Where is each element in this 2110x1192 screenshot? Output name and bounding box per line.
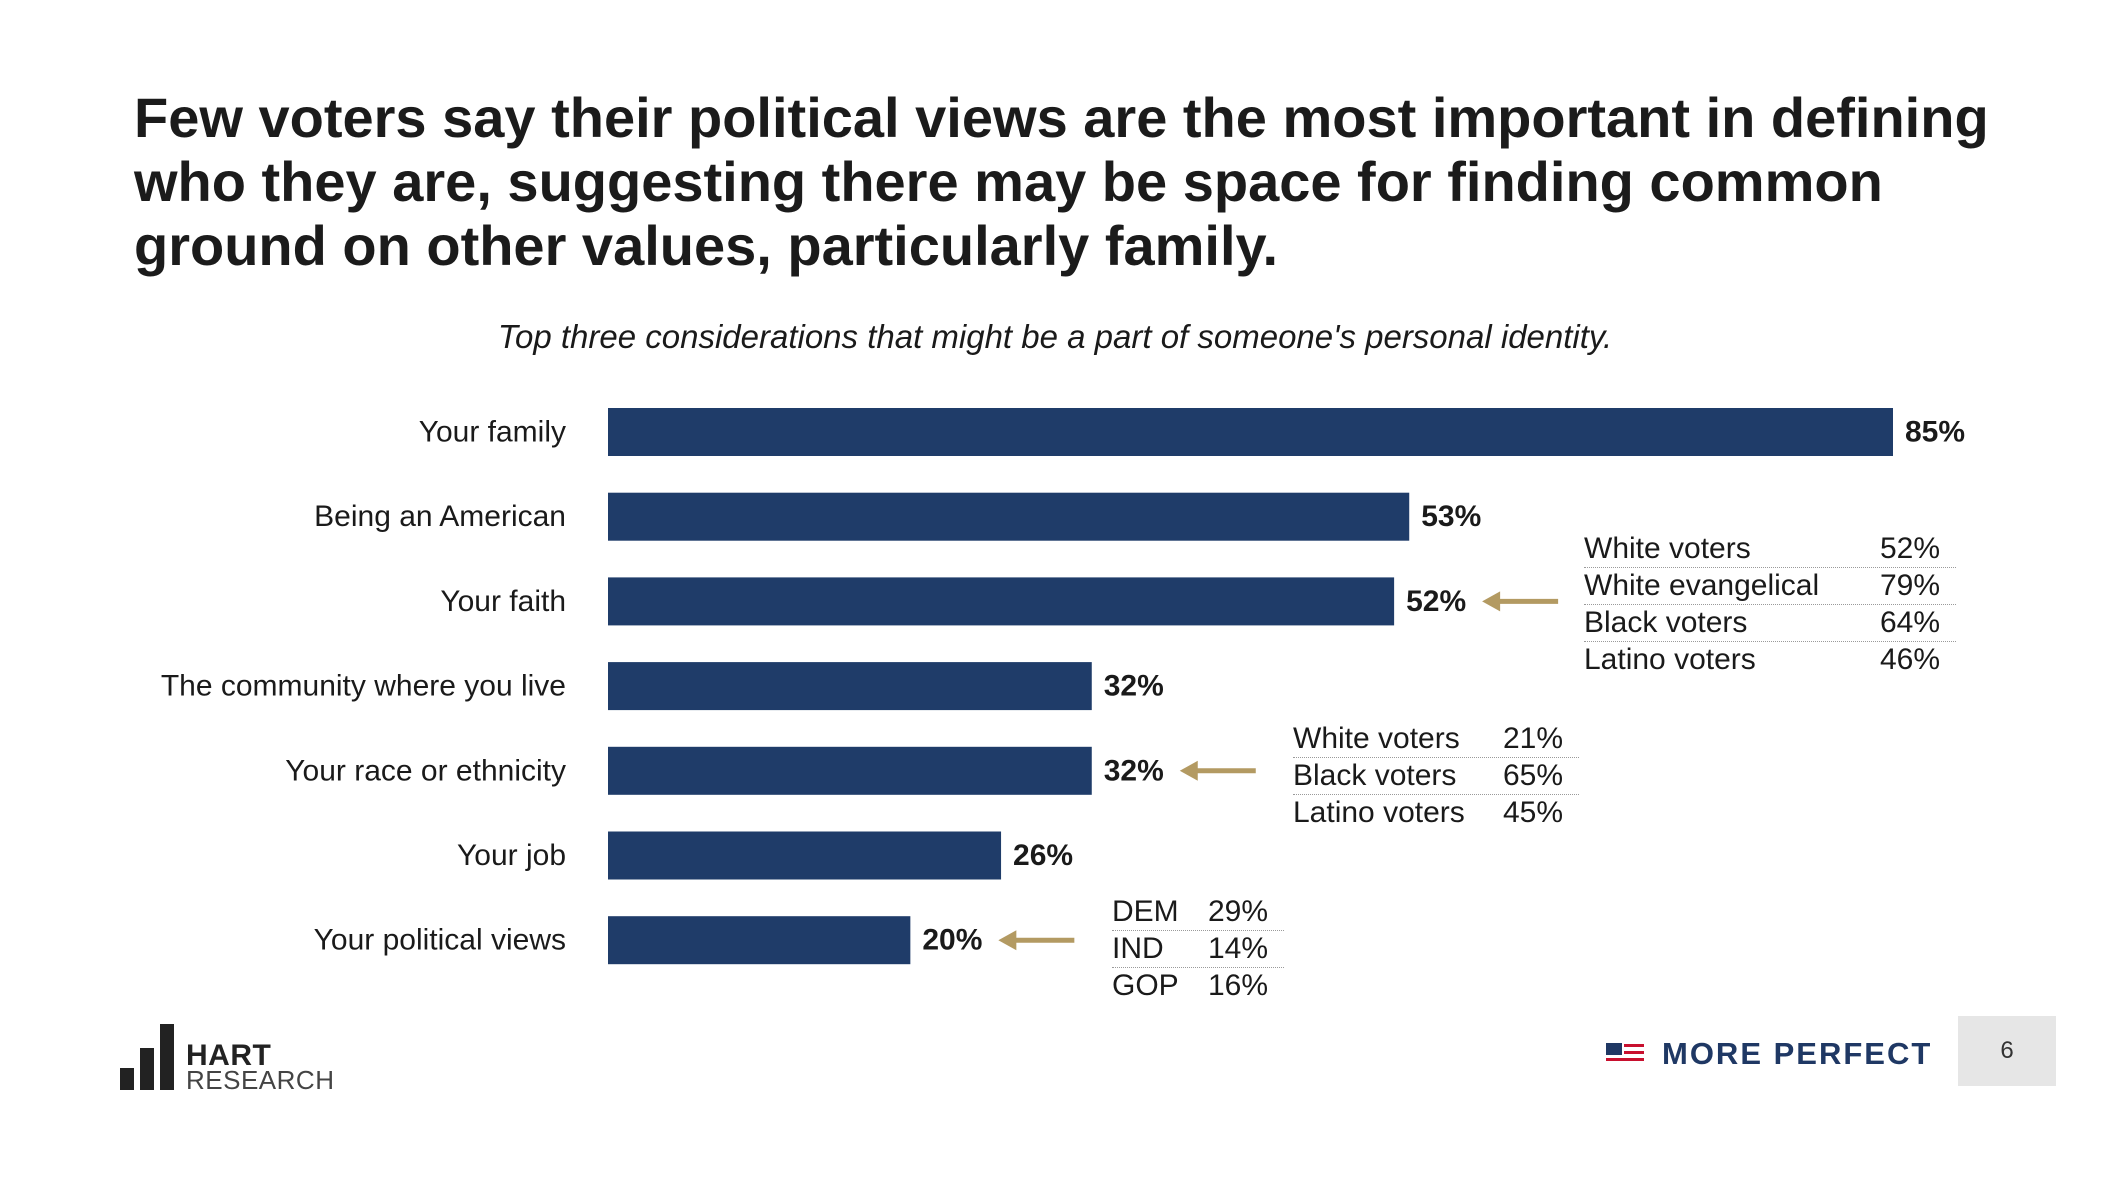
callout-value: 14% [1207, 932, 1268, 965]
callout-label: Latino voters [1293, 796, 1465, 829]
callout-row: White evangelical 79% [1584, 568, 1956, 605]
callout-label: IND [1112, 932, 1164, 965]
category-label: Your family [419, 416, 566, 449]
category-label: Your political views [314, 924, 566, 957]
callout-value: 52% [1879, 532, 1940, 565]
logo-line-2: RESEARCH [186, 1065, 335, 1095]
arrow-icon [1179, 760, 1256, 781]
category-label: Your job [457, 839, 566, 872]
race-breakdown-table: White voters 21% Black voters 65% Latino vot… [1293, 721, 1579, 831]
callout-value: 45% [1502, 796, 1563, 829]
bar-2 [608, 577, 1395, 626]
arrow-icon [998, 930, 1075, 951]
hart-bars-icon [120, 1024, 174, 1090]
callout-row: Black voters 65% [1293, 758, 1579, 795]
hart-research-logo: HART RESEARCH [118, 1018, 338, 1095]
value-label: 53% [1421, 500, 1481, 533]
callout-row: DEM 29% [1112, 894, 1284, 931]
callout-label: Black voters [1584, 606, 1748, 639]
value-label: 85% [1905, 416, 1965, 449]
flag-icon [1606, 1043, 1644, 1061]
slide-title: Few voters say their political views are… [134, 86, 1989, 277]
bar-4 [608, 746, 1092, 795]
callout-value: 65% [1502, 759, 1563, 792]
bar-1 [608, 492, 1410, 541]
callout-value: 46% [1879, 643, 1940, 676]
value-label: 52% [1406, 585, 1466, 618]
callout-row: Black voters 64% [1584, 605, 1956, 642]
callout-row: GOP 16% [1112, 968, 1284, 1004]
bar-5 [608, 831, 1002, 880]
callout-value: 21% [1502, 722, 1563, 755]
brand-name: MORE PERFECT [1662, 1036, 1933, 1071]
callout-label: Latino voters [1584, 643, 1756, 676]
arrow-icon [1482, 591, 1559, 612]
category-label: Your race or ethnicity [285, 754, 566, 787]
callout-value: 64% [1879, 606, 1940, 639]
value-label: 20% [922, 924, 982, 957]
page-number: 6 [1958, 1016, 2056, 1086]
category-label: Being an American [314, 500, 566, 533]
callout-value: 29% [1207, 895, 1268, 928]
category-label: The community where you live [161, 670, 566, 703]
callout-row: White voters 21% [1293, 721, 1579, 758]
more-perfect-logo: MORE PERFECT [1606, 1034, 1932, 1074]
bar-6 [608, 916, 911, 965]
value-label: 26% [1013, 839, 1073, 872]
category-label: Your faith [440, 585, 566, 618]
callout-label: White evangelical [1584, 569, 1820, 602]
bar-3 [608, 662, 1092, 711]
faith-breakdown-table: White voters 52% White evangelical 79% Black… [1584, 531, 1956, 678]
value-label: 32% [1104, 754, 1164, 787]
callout-label: DEM [1112, 895, 1179, 928]
callout-value: 79% [1879, 569, 1940, 602]
callout-value: 16% [1207, 969, 1268, 1002]
callout-row: Latino voters 45% [1293, 795, 1579, 831]
callout-label: White voters [1293, 722, 1460, 755]
logo-line-1: HART [186, 1039, 272, 1072]
callout-row: Latino voters 46% [1584, 642, 1956, 678]
value-label: 32% [1104, 670, 1164, 703]
political-breakdown-table: DEM 29% IND 14% GOP 16% [1112, 894, 1284, 1004]
callout-label: Black voters [1293, 759, 1457, 792]
bar-0 [608, 408, 1893, 456]
callout-row: IND 14% [1112, 931, 1284, 968]
callout-label: GOP [1112, 969, 1179, 1002]
chart-subtitle: Top three considerations that might be a… [497, 318, 1613, 355]
callout-row: White voters 52% [1584, 531, 1956, 568]
callout-label: White voters [1584, 532, 1751, 565]
